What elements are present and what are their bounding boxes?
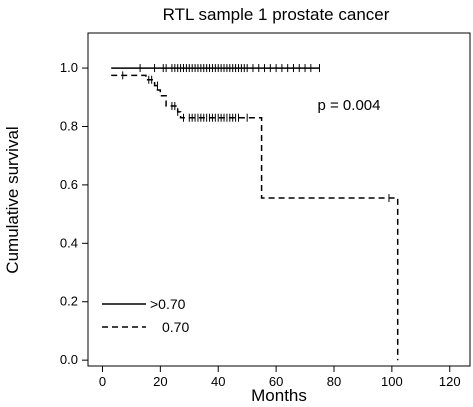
y-tick-label: 0.8 xyxy=(60,118,78,133)
x-tick-label: 80 xyxy=(327,374,341,389)
legend: >0.70 0.70 xyxy=(102,296,189,335)
x-tick-label: 100 xyxy=(381,374,403,389)
censor-marks xyxy=(122,64,390,203)
y-tick-label: 0.0 xyxy=(60,352,78,367)
y-axis-label: Cumulative survival xyxy=(3,126,22,273)
legend-label-series-1: >0.70 xyxy=(150,296,186,312)
axis-ticks: 0 20 40 60 80 100 120 0.0 0.2 0.4 0.6 0.8 1.0 xyxy=(60,60,461,389)
x-tick-label: 120 xyxy=(439,374,461,389)
x-tick-label: 0 xyxy=(99,374,106,389)
y-tick-label: 0.4 xyxy=(60,235,78,250)
x-tick-label: 60 xyxy=(269,374,283,389)
x-axis-label: Months xyxy=(251,386,307,405)
survival-curve-series-2 xyxy=(111,74,399,361)
y-tick-label: 0.6 xyxy=(60,177,78,192)
x-tick-label: 40 xyxy=(211,374,225,389)
p-value-annotation: p = 0.004 xyxy=(318,97,381,114)
x-tick-label: 20 xyxy=(153,374,167,389)
y-tick-label: 1.0 xyxy=(60,60,78,75)
chart-title: RTL sample 1 prostate cancer xyxy=(163,5,390,24)
legend-label-series-2: 0.70 xyxy=(162,319,189,335)
y-tick-label: 0.2 xyxy=(60,294,78,309)
plot-frame xyxy=(87,32,471,367)
